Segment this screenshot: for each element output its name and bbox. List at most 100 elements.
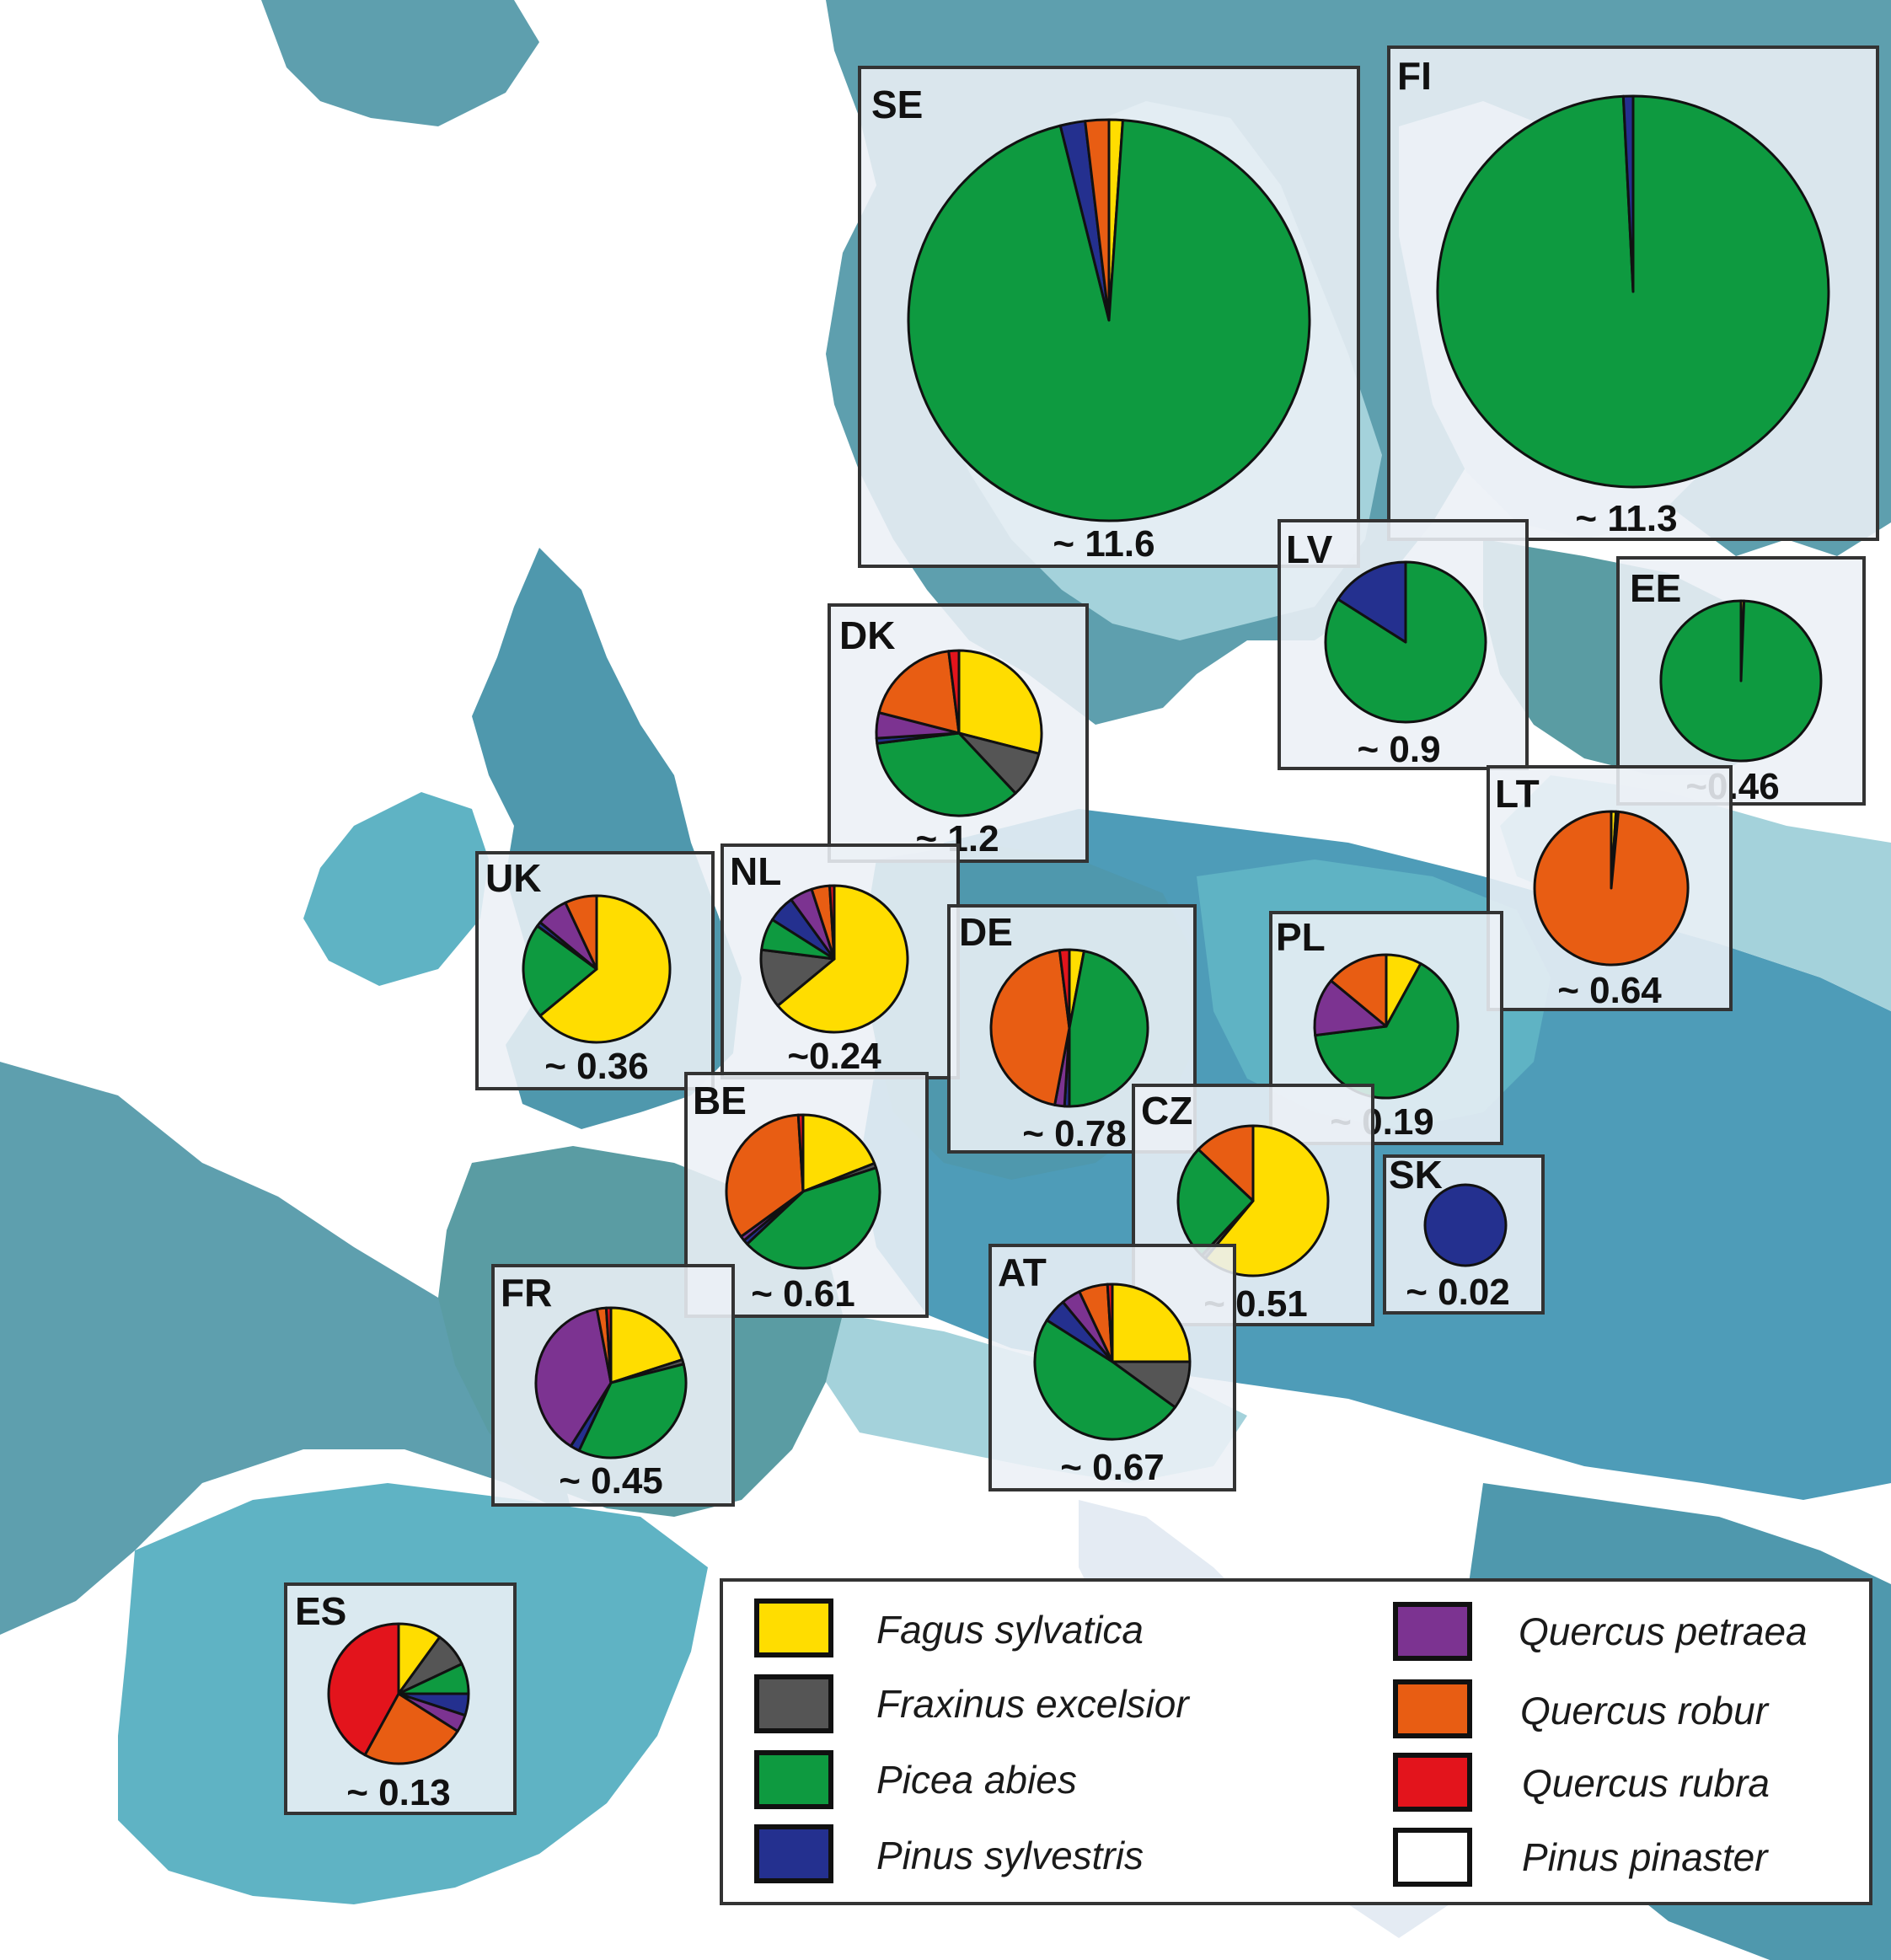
legend-swatch-fraxinus-excelsior bbox=[754, 1674, 833, 1733]
pie-slice-quercus-robur bbox=[564, 894, 598, 971]
country-code: AT bbox=[998, 1250, 1047, 1294]
pie-chart bbox=[522, 894, 672, 1044]
pie-chart bbox=[1033, 1283, 1192, 1441]
country-panel-lt: LT ~ 0.64 bbox=[1487, 765, 1733, 1011]
pie-slice-pinus-sylvestris bbox=[1621, 94, 1635, 293]
country-code: SE bbox=[871, 83, 923, 126]
pie-chart bbox=[1324, 560, 1487, 724]
country-panel-at: AT ~ 0.67 bbox=[988, 1244, 1236, 1491]
pie-chart bbox=[1533, 810, 1690, 967]
legend-label: Pinus pinaster bbox=[1522, 1835, 1769, 1879]
pie-slice-pinus-sylvestris bbox=[1337, 560, 1407, 644]
pie-slice-quercus-petraea bbox=[534, 1308, 613, 1448]
pie-slice-quercus-robur bbox=[1330, 953, 1388, 1028]
pie-slice-quercus-rubra bbox=[828, 884, 836, 961]
legend-swatch-pinus-sylvestris bbox=[754, 1824, 833, 1883]
ireland bbox=[303, 792, 489, 986]
country-value-label: ~0.24 bbox=[787, 1036, 881, 1077]
pie-slice-picea-abies bbox=[522, 924, 598, 1017]
legend-items: Fagus sylvatica Fraxinus excelsior Picea a… bbox=[754, 1599, 1808, 1887]
country-panel-fr: FR ~ 0.45 bbox=[491, 1264, 735, 1507]
pie-chart bbox=[534, 1306, 688, 1459]
country-panel-dk: DK~ 1.2 bbox=[828, 603, 1089, 863]
pie-chart bbox=[1313, 953, 1460, 1100]
pie-slice-quercus-rubra bbox=[604, 1306, 613, 1384]
legend-swatch-quercus-petraea bbox=[1393, 1602, 1472, 1661]
legend-label: Quercus rubra bbox=[1522, 1761, 1770, 1805]
pie-slice-quercus-robur bbox=[877, 650, 961, 735]
pie-slice-fagus-sylvatica bbox=[609, 1306, 684, 1384]
legend-label: Fraxinus excelsior bbox=[876, 1682, 1190, 1726]
country-code: FI bbox=[1397, 54, 1432, 98]
pie-slice-quercus-robur bbox=[725, 1113, 805, 1238]
country-pies: SE ~ 11.6 FI ~ 11.3 LV ~ 0.9 EE~0.46 DK~ 1.2 LT ~… bbox=[284, 46, 1879, 1815]
legend-swatch-fagus-sylvatica bbox=[754, 1599, 833, 1657]
pie-slice-quercus-rubra bbox=[796, 1113, 805, 1193]
country-value-label: ~ 11.6 bbox=[1053, 523, 1154, 565]
legend-swatch-picea-abies bbox=[754, 1750, 833, 1809]
pie-chart bbox=[1659, 599, 1823, 763]
pie-slice-quercus-rubra bbox=[1058, 948, 1071, 1030]
pie-slice-picea-abies bbox=[746, 1166, 881, 1270]
legend-label: Fagus sylvatica bbox=[876, 1608, 1144, 1652]
legend-label: Pinus sylvestris bbox=[876, 1834, 1144, 1877]
country-code: FR bbox=[501, 1271, 552, 1315]
legend-box bbox=[720, 1578, 1872, 1905]
country-panel-nl: NL ~0.24 bbox=[721, 843, 960, 1079]
country-code: BE bbox=[693, 1079, 747, 1122]
country-value-label: ~ 0.36 bbox=[544, 1046, 649, 1087]
country-panel-sk: SK ~ 0.02 bbox=[1383, 1153, 1545, 1315]
country-code: EE bbox=[1630, 566, 1681, 610]
pie-slice-fagus-sylvatica bbox=[776, 884, 909, 1034]
pie-slice-fraxinus-excelsior bbox=[759, 948, 836, 1007]
country-value-label: ~ 0.9 bbox=[1357, 729, 1440, 770]
pie-slice-quercus-rubra bbox=[1106, 1283, 1114, 1363]
pie-slice-fagus-sylvatica bbox=[538, 894, 672, 1044]
pie-slice-picea-abies bbox=[1033, 1319, 1176, 1441]
pie-chart bbox=[875, 649, 1043, 817]
country-panel-de: DE ~ 0.78 bbox=[947, 904, 1197, 1154]
pie-slice-pinus-sylvestris bbox=[1423, 1183, 1508, 1267]
country-code: LT bbox=[1495, 772, 1540, 816]
country-code: PL bbox=[1276, 915, 1326, 959]
pie-chart bbox=[327, 1622, 470, 1765]
country-value-label: ~ 0.78 bbox=[1022, 1113, 1127, 1154]
country-value-label: ~ 0.45 bbox=[559, 1460, 663, 1502]
pie-chart bbox=[725, 1113, 881, 1270]
pie-slice-fagus-sylvatica bbox=[801, 1113, 876, 1193]
country-code: UK bbox=[485, 856, 541, 900]
country-value-label: ~ 0.64 bbox=[1557, 970, 1662, 1011]
pie-slice-picea-abies bbox=[1659, 599, 1823, 763]
pie-slice-quercus-robur bbox=[1533, 810, 1690, 967]
pie-chart bbox=[989, 948, 1149, 1108]
pie-chart bbox=[759, 884, 909, 1034]
pie-slice-fagus-sylvatica bbox=[957, 649, 1043, 755]
pie-slice-quercus-rubra bbox=[947, 649, 961, 735]
pie-slice-quercus-rubra bbox=[327, 1622, 400, 1757]
country-panel-se: SE ~ 11.6 bbox=[858, 66, 1360, 568]
pie-slice-picea-abies bbox=[876, 731, 1017, 817]
legend-swatch-pinus-pinaster bbox=[1393, 1828, 1472, 1887]
country-code: LV bbox=[1286, 527, 1333, 571]
country-panel-ee: EE~0.46 bbox=[1616, 556, 1866, 807]
pie-slice-picea-abies bbox=[1314, 962, 1460, 1100]
atlantic-sea bbox=[0, 1062, 573, 1635]
country-value-label: ~ 0.13 bbox=[346, 1772, 451, 1813]
pie-slice-fagus-sylvatica bbox=[1111, 1283, 1192, 1363]
pie-chart bbox=[907, 118, 1311, 522]
pie-slice-quercus-robur bbox=[1197, 1124, 1255, 1202]
country-code: DE bbox=[959, 910, 1013, 954]
country-panel-lv: LV ~ 0.9 bbox=[1278, 519, 1529, 770]
country-panel-fi: FI ~ 11.3 bbox=[1387, 46, 1879, 541]
country-value-label: ~ 0.61 bbox=[751, 1273, 855, 1315]
legend-label: Quercus robur bbox=[1520, 1689, 1770, 1732]
pie-slice-picea-abies bbox=[1068, 950, 1149, 1108]
pie-chart bbox=[1423, 1183, 1508, 1267]
country-code: CZ bbox=[1141, 1089, 1192, 1133]
legend-label: Picea abies bbox=[876, 1758, 1077, 1802]
country-code: DK bbox=[839, 613, 895, 657]
pie-slice-quercus-robur bbox=[1084, 118, 1111, 322]
legend: Fagus sylvatica Fraxinus excelsior Picea a… bbox=[720, 1578, 1872, 1905]
country-value-label: ~ 0.67 bbox=[1060, 1447, 1165, 1488]
